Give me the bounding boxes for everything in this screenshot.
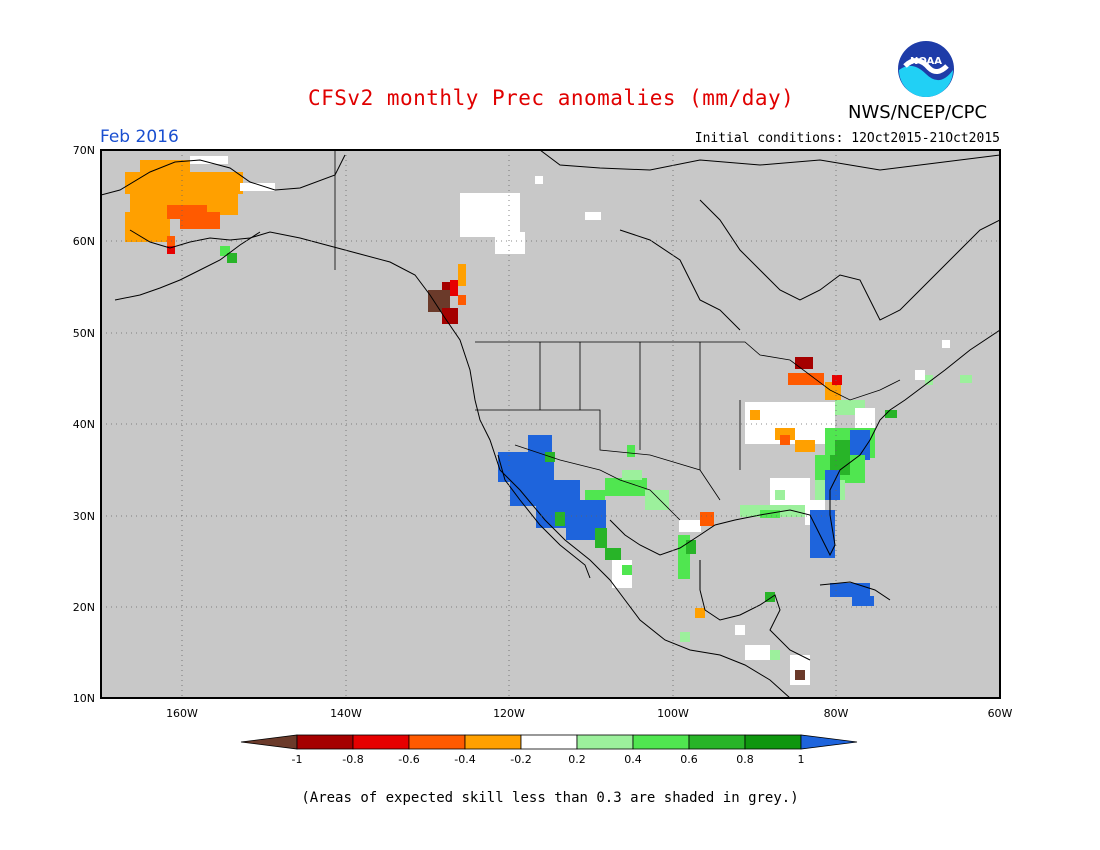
colorbar-arrow-high — [800, 734, 858, 750]
lat-label-70n: 70N — [73, 144, 95, 157]
forecast-month: Feb 2016 — [100, 127, 179, 147]
colorbar-swatch — [296, 734, 354, 750]
lat-label-50n: 50N — [73, 327, 95, 340]
lat-label-10n: 10N — [73, 692, 95, 705]
agency-label: NWS/NCEP/CPC — [848, 102, 988, 123]
lat-labels: 70N 60N 50N 40N 30N 20N 10N — [73, 144, 95, 705]
colorbar: -1 -0.8 -0.6 -0.4 -0.2 0.2 0.4 0.6 0.8 1 — [240, 734, 858, 766]
map-frame — [100, 149, 1001, 699]
colorbar-swatch — [408, 734, 466, 750]
colorbar-label: 0.8 — [736, 753, 754, 766]
initial-conditions: Initial conditions: 12Oct2015-21Oct2015 — [694, 131, 1000, 146]
footnote: (Areas of expected skill less than 0.3 a… — [301, 790, 799, 806]
colorbar-label: 0.4 — [624, 753, 642, 766]
noaa-logo: NOAA — [898, 41, 954, 97]
southern-plains-wet — [585, 445, 714, 642]
lon-label-100w: 100W — [657, 707, 689, 720]
colorbar-label: -0.8 — [342, 753, 363, 766]
colorbar-swatch — [632, 734, 690, 750]
colorbar-swatch — [744, 734, 802, 750]
lat-label-20n: 20N — [73, 601, 95, 614]
map-title: CFSv2 monthly Prec anomalies (mm/day) — [308, 86, 795, 110]
anomaly-cells — [125, 156, 972, 685]
colorbar-arrow-low — [240, 734, 298, 750]
lon-label-80w: 80W — [824, 707, 849, 720]
east-coast-wet — [740, 340, 972, 558]
lat-label-60n: 60N — [73, 235, 95, 248]
lon-label-140w: 140W — [330, 707, 362, 720]
colorbar-label: -1 — [292, 753, 303, 766]
lat-label-30n: 30N — [73, 510, 95, 523]
colorbar-label: -0.2 — [510, 753, 531, 766]
ohio-valley — [745, 402, 835, 452]
lon-label-60w: 60W — [988, 707, 1013, 720]
logo-text: NOAA — [910, 56, 942, 67]
coastlines — [101, 150, 1000, 698]
lon-label-160w: 160W — [166, 707, 198, 720]
lon-label-120w: 120W — [493, 707, 525, 720]
great-lakes-dry — [788, 357, 842, 400]
canada-neutral — [460, 176, 601, 254]
colorbar-label: 0.6 — [680, 753, 698, 766]
colorbar-label: 1 — [798, 753, 805, 766]
colorbar-swatch — [688, 734, 746, 750]
colorbar-label: -0.4 — [454, 753, 475, 766]
colorbar-swatch — [352, 734, 410, 750]
political-borders — [334, 150, 901, 521]
lat-label-40n: 40N — [73, 418, 95, 431]
colorbar-label: 0.2 — [568, 753, 586, 766]
colorbar-swatch — [464, 734, 522, 750]
lon-labels: 160W 140W 120W 100W 80W 60W — [166, 707, 1012, 720]
colorbar-label: -0.6 — [398, 753, 419, 766]
map-background — [101, 150, 1000, 698]
colorbar-swatch — [520, 734, 578, 750]
caribbean-wet — [735, 583, 874, 685]
colorbar-swatch — [576, 734, 634, 750]
